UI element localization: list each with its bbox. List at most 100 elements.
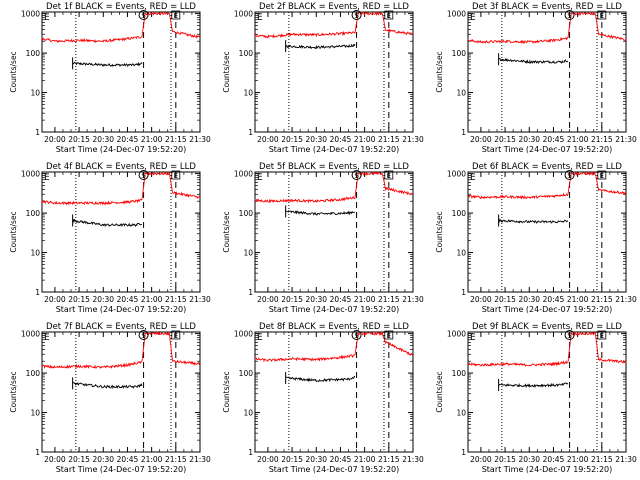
lld-series-line	[41, 11, 201, 43]
x-tick-label: 20:45	[543, 455, 565, 464]
start-marker: E	[44, 173, 50, 183]
x-tick-label: 20:00	[44, 295, 66, 304]
panel-title: Det 7f BLACK = Events, RED = LLD	[46, 322, 196, 332]
exit-marker: E	[174, 332, 178, 340]
events-series-line	[285, 210, 356, 216]
exit-marker-box	[597, 10, 607, 20]
detector-panel-1: Det 1f BLACK = Events, RED = LLD 1 10 100 10…	[9, 2, 211, 154]
x-tick-label: 20:30	[518, 455, 540, 464]
x-tick-label: 20:30	[92, 455, 114, 464]
events-series-line	[498, 218, 569, 224]
x-tick-label: 20:45	[117, 455, 139, 464]
x-tick-label: 20:00	[44, 135, 66, 144]
exit-marker: E	[600, 172, 604, 180]
x-tick-label: 21:00	[354, 295, 376, 304]
events-series-line	[285, 375, 356, 383]
start-marker: E	[257, 333, 263, 343]
y-tick-label: 100	[452, 369, 467, 378]
y-tick-label: 1000	[447, 330, 466, 339]
x-tick-label: 20:30	[92, 135, 114, 144]
saa-marker-circle	[138, 170, 149, 180]
saa-marker-circle	[564, 170, 575, 180]
y-tick-label: 1000	[21, 10, 40, 19]
saa-marker: S	[141, 332, 146, 340]
x-tick-label: 21:30	[402, 455, 424, 464]
y-axis-label: Counts/sec	[222, 371, 231, 412]
y-tick-label: 1	[248, 288, 253, 297]
x-axis-label: Start Time (24-Dec-07 19:52:20)	[269, 305, 400, 314]
plot-frame	[254, 11, 414, 133]
start-marker: E	[44, 13, 50, 23]
y-tick-label: 100	[239, 49, 254, 58]
events-series-line	[285, 43, 356, 50]
lld-series-line	[254, 171, 414, 204]
exit-marker-box	[384, 10, 394, 20]
panel-title: Det 1f BLACK = Events, RED = LLD	[46, 2, 196, 12]
detector-panel-6: Det 6f BLACK = Events, RED = LLD 1 10 100 10…	[435, 162, 637, 314]
x-tick-label: 20:45	[330, 455, 352, 464]
panel-title: Det 8f BLACK = Events, RED = LLD	[259, 322, 409, 332]
y-tick-label: 1	[35, 448, 40, 457]
panel-title: Det 3f BLACK = Events, RED = LLD	[472, 2, 622, 12]
x-tick-label: 20:15	[68, 295, 90, 304]
saa-marker-circle	[138, 10, 149, 20]
x-tick-label: 20:45	[330, 295, 352, 304]
x-tick-label: 20:15	[494, 295, 516, 304]
plot-frame	[254, 331, 414, 453]
y-axis-label: Counts/sec	[222, 51, 231, 92]
exit-marker-box	[171, 170, 181, 180]
x-tick-label: 20:45	[543, 135, 565, 144]
x-axis-label: Start Time (24-Dec-07 19:52:20)	[269, 145, 400, 154]
x-tick-label: 20:00	[257, 455, 279, 464]
exit-marker-box	[384, 330, 394, 340]
y-tick-label: 100	[239, 369, 254, 378]
y-tick-label: 1	[35, 288, 40, 297]
x-tick-label: 20:30	[92, 295, 114, 304]
x-axis-label: Start Time (24-Dec-07 19:52:20)	[269, 465, 400, 474]
x-tick-label: 20:45	[117, 295, 139, 304]
panel-title: Det 4f BLACK = Events, RED = LLD	[46, 162, 196, 172]
y-tick-label: 10	[456, 249, 466, 258]
x-tick-label: 21:30	[615, 295, 637, 304]
exit-marker: E	[387, 12, 391, 20]
y-tick-label: 1	[461, 288, 466, 297]
plot-frame	[254, 171, 414, 293]
panel-title: Det 2f BLACK = Events, RED = LLD	[259, 2, 409, 12]
saa-marker-circle	[351, 170, 362, 180]
exit-marker-box	[171, 10, 181, 20]
events-series-line	[72, 381, 143, 390]
y-tick-label: 1000	[447, 10, 466, 19]
y-tick-label: 1	[248, 448, 253, 457]
saa-marker: S	[141, 172, 146, 180]
saa-marker: S	[354, 332, 359, 340]
x-tick-label: 21:30	[189, 135, 211, 144]
x-tick-label: 20:30	[305, 455, 327, 464]
x-tick-label: 21:00	[354, 135, 376, 144]
y-tick-label: 100	[239, 209, 254, 218]
start-marker: E	[257, 13, 263, 23]
y-axis-label: Counts/sec	[9, 51, 18, 92]
y-axis-label: Counts/sec	[9, 211, 18, 252]
y-tick-label: 1	[461, 128, 466, 137]
x-tick-label: 21:15	[165, 295, 187, 304]
x-tick-label: 21:15	[378, 295, 400, 304]
x-tick-label: 21:15	[378, 455, 400, 464]
y-tick-label: 100	[26, 369, 41, 378]
x-tick-label: 21:30	[189, 455, 211, 464]
lld-series-line	[254, 11, 414, 39]
plot-frame	[467, 11, 627, 133]
x-tick-label: 21:30	[402, 295, 424, 304]
events-series-line	[498, 382, 569, 389]
y-tick-label: 10	[243, 409, 253, 418]
x-tick-label: 20:15	[494, 455, 516, 464]
x-tick-label: 20:30	[518, 135, 540, 144]
x-tick-label: 21:15	[378, 135, 400, 144]
y-tick-label: 10	[243, 89, 253, 98]
x-tick-label: 21:30	[189, 295, 211, 304]
y-tick-label: 100	[452, 209, 467, 218]
events-series-line	[498, 57, 569, 65]
exit-marker: E	[174, 172, 178, 180]
x-tick-label: 20:15	[494, 135, 516, 144]
start-marker: E	[257, 173, 263, 183]
